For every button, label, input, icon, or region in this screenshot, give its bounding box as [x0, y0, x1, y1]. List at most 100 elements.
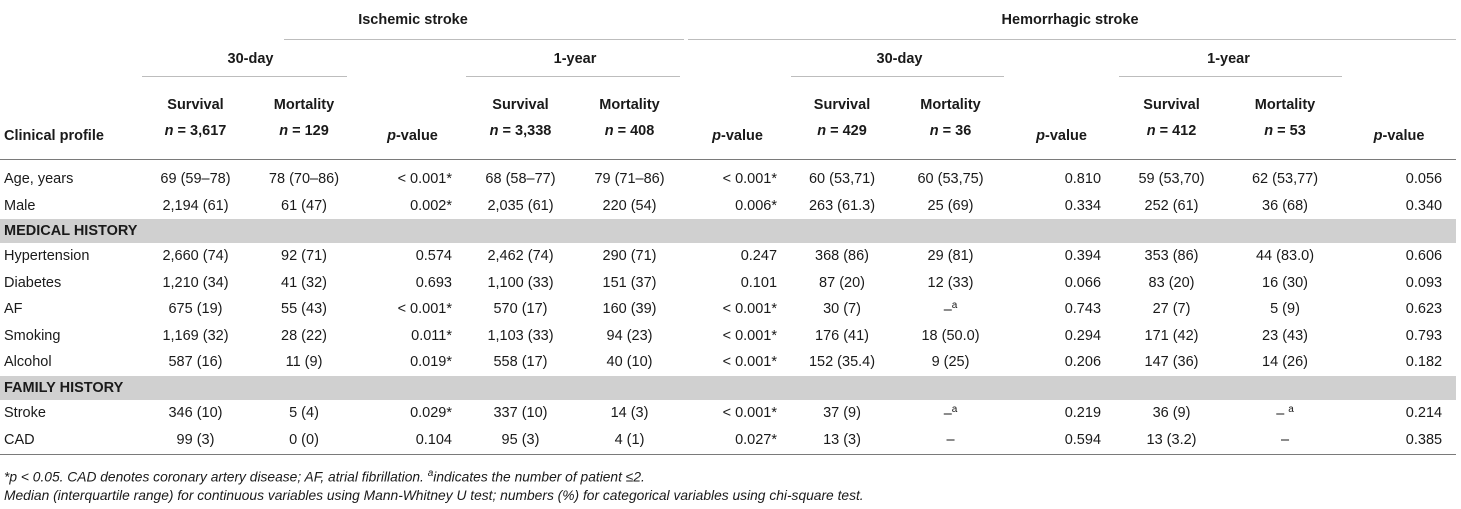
value-cell: –a — [893, 296, 1008, 323]
survival-header: Survival n = 3,617 — [142, 77, 249, 160]
value-cell: 95 (3) — [466, 426, 575, 455]
value-cell: 14 (3) — [575, 400, 684, 427]
value-cell: 147 (36) — [1115, 349, 1228, 376]
pvalue-cell: 0.606 — [1342, 243, 1456, 270]
pvalue-cell: < 0.001* — [684, 296, 791, 323]
value-cell: 13 (3) — [791, 426, 893, 455]
pvalue-cell: 0.101 — [684, 270, 791, 297]
value-cell: 55 (43) — [249, 296, 359, 323]
value-cell: 29 (81) — [893, 243, 1008, 270]
pvalue-cell: < 0.001* — [684, 349, 791, 376]
pvalue-cell: 0.002* — [359, 193, 466, 220]
value-cell: 353 (86) — [1115, 243, 1228, 270]
row-label: Stroke — [0, 400, 142, 427]
pvalue-cell: 0.019* — [359, 349, 466, 376]
table-row: Hypertension 2,660 (74) 92 (71) 0.574 2,462 … — [0, 243, 1456, 270]
value-cell: 44 (83.0) — [1228, 243, 1342, 270]
value-cell: 570 (17) — [466, 296, 575, 323]
pvalue-cell: 0.810 — [1008, 160, 1115, 193]
ischemic-stroke-header: Ischemic stroke — [142, 0, 684, 40]
value-cell: 25 (69) — [893, 193, 1008, 220]
value-cell: 4 (1) — [575, 426, 684, 455]
value-cell: 78 (70–86) — [249, 160, 359, 193]
value-cell: 92 (71) — [249, 243, 359, 270]
pvalue-cell: 0.693 — [359, 270, 466, 297]
pvalue-cell: 0.027* — [684, 426, 791, 455]
value-cell: 252 (61) — [1115, 193, 1228, 220]
value-cell: 79 (71–86) — [575, 160, 684, 193]
section-medical-history: MEDICAL HISTORY — [0, 219, 1456, 243]
pvalue-header: p-value — [1008, 77, 1115, 160]
survival-header: Survival n = 3,338 — [466, 77, 575, 160]
table-figure: Ischemic stroke Hemorrhagic stroke 30-da… — [0, 0, 1461, 509]
value-cell: 2,660 (74) — [142, 243, 249, 270]
value-cell: 5 (4) — [249, 400, 359, 427]
row-label: Male — [0, 193, 142, 220]
pvalue-cell: 0.334 — [1008, 193, 1115, 220]
value-cell: 18 (50.0) — [893, 323, 1008, 350]
pvalue-header: p-value — [684, 77, 791, 160]
pvalue-cell: 0.793 — [1342, 323, 1456, 350]
clinical-profile-table: Ischemic stroke Hemorrhagic stroke 30-da… — [0, 0, 1456, 455]
clinical-profile-header: Clinical profile — [0, 77, 142, 160]
header-row-columns: Clinical profile Survival n = 3,617 Morta… — [0, 77, 1456, 160]
value-cell: 290 (71) — [575, 243, 684, 270]
value-cell: 36 (68) — [1228, 193, 1342, 220]
value-cell: 14 (26) — [1228, 349, 1342, 376]
value-cell: 36 (9) — [1115, 400, 1228, 427]
table-body-family: Stroke 346 (10) 5 (4) 0.029* 337 (10) 14 (3) <… — [0, 400, 1456, 455]
survival-header: Survival n = 429 — [791, 77, 893, 160]
hemorrhagic-30day-header: 30-day — [791, 40, 1008, 77]
value-cell: 152 (35.4) — [791, 349, 893, 376]
pvalue-cell: 0.219 — [1008, 400, 1115, 427]
value-cell: 151 (37) — [575, 270, 684, 297]
value-cell: 30 (7) — [791, 296, 893, 323]
value-cell: 220 (54) — [575, 193, 684, 220]
footnote-methods: Median (interquartile range) for continu… — [4, 488, 864, 503]
pvalue-cell: 0.340 — [1342, 193, 1456, 220]
pvalue-cell: 0.093 — [1342, 270, 1456, 297]
row-label: AF — [0, 296, 142, 323]
pvalue-cell: 0.066 — [1008, 270, 1115, 297]
pvalue-cell: 0.206 — [1008, 349, 1115, 376]
pvalue-cell: < 0.001* — [684, 400, 791, 427]
table-body-top: Age, years 69 (59–78) 78 (70–86) < 0.001* 68… — [0, 160, 1456, 220]
value-cell: – — [1228, 426, 1342, 455]
value-cell: 28 (22) — [249, 323, 359, 350]
value-cell: 0 (0) — [249, 426, 359, 455]
pvalue-cell: 0.247 — [684, 243, 791, 270]
pvalue-cell: 0.104 — [359, 426, 466, 455]
value-cell: 1,100 (33) — [466, 270, 575, 297]
value-cell: 69 (59–78) — [142, 160, 249, 193]
value-cell: 27 (7) — [1115, 296, 1228, 323]
hemorrhagic-stroke-header: Hemorrhagic stroke — [684, 0, 1456, 40]
value-cell: 60 (53,71) — [791, 160, 893, 193]
value-cell: 59 (53,70) — [1115, 160, 1228, 193]
value-cell: 40 (10) — [575, 349, 684, 376]
footnote-marker: a — [1288, 404, 1294, 415]
value-cell: 263 (61.3) — [791, 193, 893, 220]
value-cell: 5 (9) — [1228, 296, 1342, 323]
footnote-marker: a — [952, 404, 958, 415]
header-row-period: 30-day 1-year 30-day 1-year — [0, 40, 1456, 77]
ischemic-30day-header: 30-day — [142, 40, 359, 77]
table-row: Smoking 1,169 (32) 28 (22) 0.011* 1,103 (33)… — [0, 323, 1456, 350]
mortality-header: Mortality n = 129 — [249, 77, 359, 160]
table-row: Male 2,194 (61) 61 (47) 0.002* 2,035 (61) 220… — [0, 193, 1456, 220]
header-row-stroke-type: Ischemic stroke Hemorrhagic stroke — [0, 0, 1456, 40]
table-row: Alcohol 587 (16) 11 (9) 0.019* 558 (17) 40 (1… — [0, 349, 1456, 376]
value-cell: 1,210 (34) — [142, 270, 249, 297]
value-cell: 62 (53,77) — [1228, 160, 1342, 193]
section-family-history: FAMILY HISTORY — [0, 376, 1456, 400]
table-row: Age, years 69 (59–78) 78 (70–86) < 0.001* 68… — [0, 160, 1456, 193]
value-cell: 13 (3.2) — [1115, 426, 1228, 455]
value-cell: 87 (20) — [791, 270, 893, 297]
mortality-header: Mortality n = 53 — [1228, 77, 1342, 160]
pvalue-cell: 0.385 — [1342, 426, 1456, 455]
value-cell: 60 (53,75) — [893, 160, 1008, 193]
pvalue-cell: 0.056 — [1342, 160, 1456, 193]
value-cell: 83 (20) — [1115, 270, 1228, 297]
pvalue-cell: < 0.001* — [359, 160, 466, 193]
pvalue-header: p-value — [1342, 77, 1456, 160]
value-cell: 346 (10) — [142, 400, 249, 427]
